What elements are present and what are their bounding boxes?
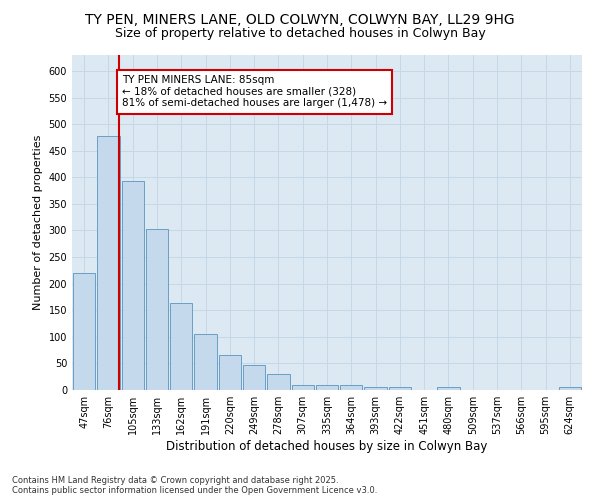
Bar [170, 304, 193, 390]
Text: Contains HM Land Registry data © Crown copyright and database right 2025.
Contai: Contains HM Land Registry data © Crown c… [12, 476, 377, 495]
Text: TY PEN, MINERS LANE, OLD COLWYN, COLWYN BAY, LL29 9HG: TY PEN, MINERS LANE, OLD COLWYN, COLWYN … [85, 12, 515, 26]
Bar [97, 136, 119, 390]
Bar [437, 388, 460, 390]
Y-axis label: Number of detached properties: Number of detached properties [33, 135, 43, 310]
Bar [316, 384, 338, 390]
X-axis label: Distribution of detached houses by size in Colwyn Bay: Distribution of detached houses by size … [166, 440, 488, 453]
Bar [340, 384, 362, 390]
Text: TY PEN MINERS LANE: 85sqm
← 18% of detached houses are smaller (328)
81% of semi: TY PEN MINERS LANE: 85sqm ← 18% of detac… [122, 75, 387, 108]
Bar [267, 374, 290, 390]
Bar [218, 356, 241, 390]
Bar [243, 365, 265, 390]
Bar [73, 273, 95, 390]
Bar [389, 388, 411, 390]
Bar [559, 388, 581, 390]
Bar [122, 181, 144, 390]
Bar [194, 334, 217, 390]
Text: Size of property relative to detached houses in Colwyn Bay: Size of property relative to detached ho… [115, 28, 485, 40]
Bar [364, 388, 387, 390]
Bar [146, 230, 168, 390]
Bar [292, 384, 314, 390]
